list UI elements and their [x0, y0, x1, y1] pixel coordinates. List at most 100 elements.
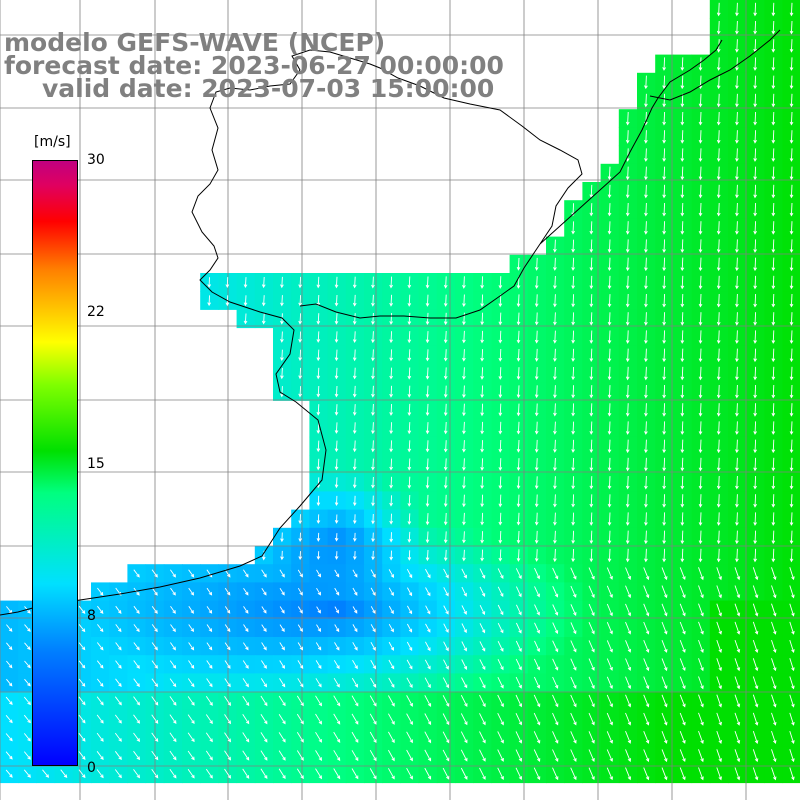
wind-arrow [480, 276, 484, 289]
wind-arrow [716, 603, 722, 617]
wind-arrow [407, 476, 412, 489]
wind-arrow [97, 605, 104, 614]
wind-arrow [735, 57, 739, 71]
wind-arrow [224, 732, 232, 743]
wind-arrow [789, 257, 794, 272]
wind-arrow [23, 733, 31, 742]
wind-arrow [771, 275, 776, 290]
wind-arrow [734, 749, 741, 763]
wind-arrow [771, 421, 776, 435]
wind-arrow [662, 312, 666, 326]
wind-arrow [716, 148, 721, 162]
wind-arrow [534, 330, 539, 344]
wind-arrow [316, 606, 321, 614]
wind-arrow [297, 606, 303, 614]
wind-arrow [407, 422, 412, 435]
wind-arrow [789, 694, 795, 708]
wind-arrow [497, 641, 504, 652]
wind-arrow [625, 731, 632, 744]
wind-arrow [351, 713, 359, 725]
wind-arrow [589, 257, 594, 272]
wind-arrow [753, 475, 757, 490]
wind-cell [782, 637, 800, 656]
wind-arrow [334, 624, 340, 633]
wind-arrow [296, 713, 304, 725]
wind-arrow [553, 494, 557, 508]
wind-arrow [625, 658, 632, 671]
wind-arrow [698, 712, 704, 726]
wind-arrow [625, 621, 632, 635]
wind-arrow [242, 660, 249, 669]
wind-arrow [351, 677, 358, 688]
wind-arrow [425, 349, 430, 362]
wind-arrow [515, 713, 523, 726]
wind-arrow [716, 221, 721, 235]
wind-arrow [771, 439, 776, 454]
wind-arrow [571, 548, 575, 563]
wind-arrow [224, 606, 231, 614]
wind-arrow [498, 439, 503, 453]
wind-arrow [753, 403, 757, 417]
wind-arrow [735, 275, 739, 290]
wind-arrow [316, 458, 321, 471]
wind-arrow [515, 731, 523, 744]
wind-arrow [552, 622, 559, 635]
wind-arrow [443, 458, 448, 471]
wind-arrow [789, 148, 794, 162]
wind-cell [782, 655, 800, 674]
wind-arrow [625, 767, 632, 781]
wind-arrow [388, 768, 395, 780]
wind-arrow [261, 276, 266, 289]
wind-arrow [661, 767, 668, 781]
wind-arrow [242, 768, 250, 779]
wind-arrow [515, 676, 522, 689]
wind-arrow [752, 676, 759, 690]
wind-arrow [297, 642, 303, 651]
wind-arrow [406, 568, 413, 579]
wind-arrow [753, 439, 757, 454]
wind-arrow [680, 475, 685, 490]
wind-arrow [644, 184, 648, 199]
colorbar-tick-8: 8 [87, 608, 96, 624]
wind-arrow [625, 603, 632, 617]
wind-arrow [371, 294, 375, 307]
wind-arrow [734, 730, 741, 744]
wind-arrow [662, 494, 666, 508]
wind-arrow [280, 349, 284, 362]
wind-arrow [461, 641, 467, 652]
wind-arrow [389, 532, 393, 543]
wind-arrow [698, 475, 703, 490]
wind-arrow [443, 330, 448, 344]
wind-arrow [735, 166, 739, 181]
wind-arrow [443, 568, 449, 579]
wind-arrow [133, 624, 140, 633]
wind-arrow [679, 676, 686, 690]
wind-arrow [334, 331, 339, 343]
wind-arrow [516, 530, 521, 544]
wind-arrow [515, 568, 522, 580]
wind-arrow [680, 57, 685, 71]
wind-arrow [96, 732, 104, 742]
wind-arrow [661, 585, 668, 599]
wind-arrow [371, 440, 375, 453]
wind-arrow [443, 294, 448, 307]
wind-arrow [607, 348, 612, 363]
wind-arrow [333, 713, 341, 725]
wind-arrow [679, 749, 686, 763]
wind-arrow [315, 731, 323, 743]
wind-arrow [789, 658, 795, 672]
wind-arrow [280, 331, 284, 343]
wind-arrow [552, 640, 559, 653]
wind-arrow [407, 494, 412, 507]
wind-arrow [662, 239, 666, 253]
wind-arrow [661, 658, 668, 672]
wind-arrow [425, 494, 430, 508]
wind-arrow [789, 530, 794, 545]
wind-arrow [24, 678, 31, 687]
wind-arrow [789, 111, 794, 126]
wind-arrow [443, 549, 448, 562]
wind-arrow [333, 695, 341, 707]
wind-arrow [753, 184, 757, 199]
